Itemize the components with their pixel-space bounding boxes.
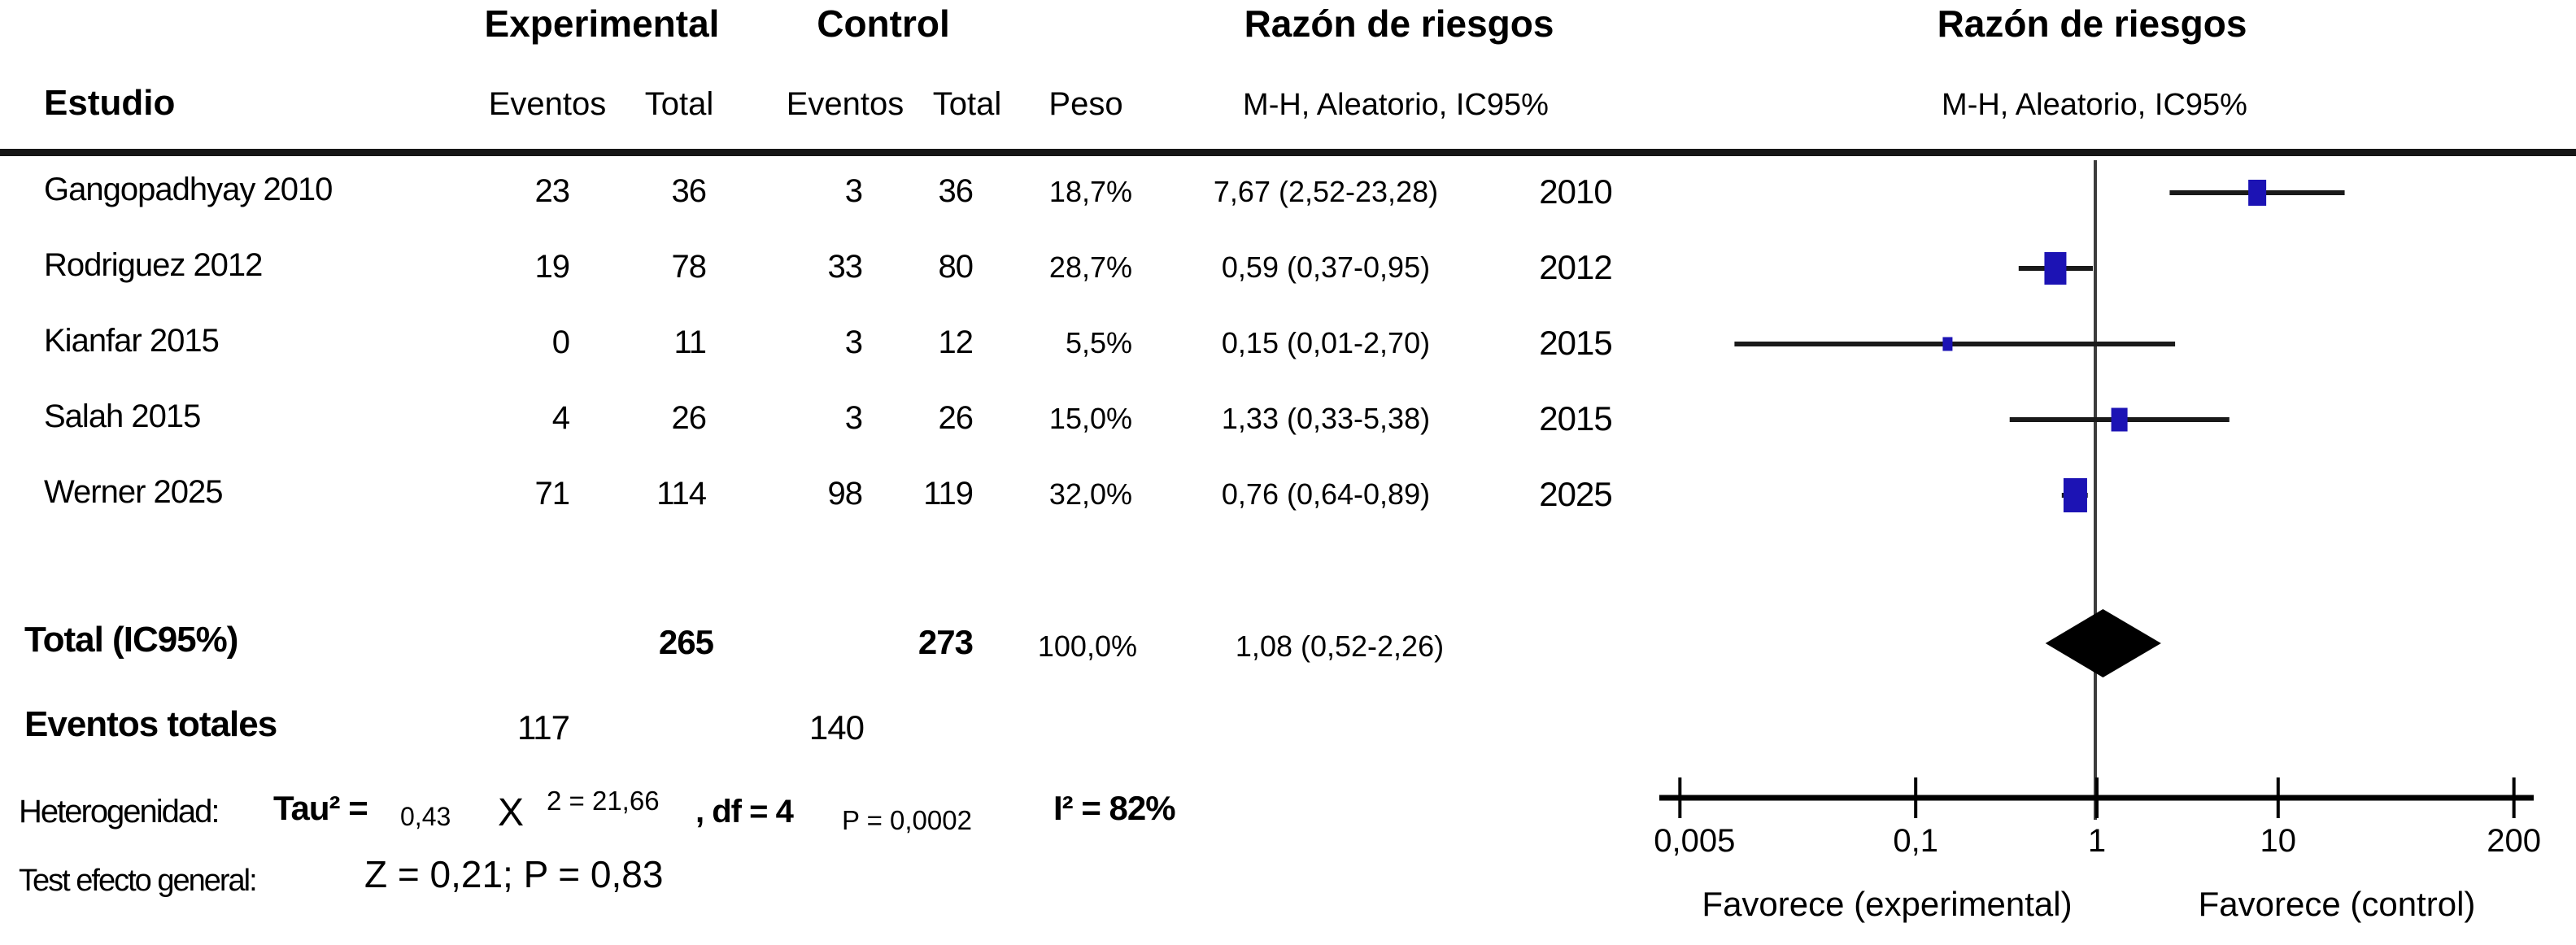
ctrl-total-cell: 36 <box>938 173 974 209</box>
year-cell: 2025 <box>1539 475 1612 513</box>
exp-total-cell: 11 <box>673 324 707 360</box>
column-header-study: Estudio <box>44 83 176 123</box>
ctrl-events-cell: 3 <box>844 400 863 436</box>
rr-ci-cell: 7,67 (2,52-23,28) <box>1213 175 1439 208</box>
rr-ci-cell: 1,33 (0,33-5,38) <box>1221 402 1431 435</box>
ctrl-events-cell: 3 <box>844 173 863 209</box>
weight-cell: 15,0% <box>1048 402 1132 435</box>
column-header-experimental: Experimental <box>484 2 720 45</box>
ctrl-events-cell: 3 <box>844 324 863 360</box>
total-ctrl-total: 273 <box>918 623 974 661</box>
study-name: Werner 2025 <box>44 474 224 510</box>
header-divider <box>0 149 2576 156</box>
x-axis-tick-label: 200 <box>2487 823 2542 859</box>
exp-events-cell: 23 <box>534 173 571 209</box>
ctrl-events-cell: 98 <box>827 476 864 512</box>
exp-total-cell: 78 <box>671 249 708 285</box>
ctrl-total-cell: 26 <box>938 400 974 436</box>
exp-total-cell: 36 <box>671 173 708 209</box>
exp-events-cell: 19 <box>534 249 571 285</box>
study-name: Gangopadhyay 2010 <box>44 172 333 207</box>
rr-ci-cell: 0,76 (0,64-0,89) <box>1221 477 1431 511</box>
column-header-ctrl-events: Eventos <box>786 86 904 122</box>
column-header-risk-ratio-plot: Razón de riesgos <box>1937 2 2247 45</box>
ctrl-events-cell: 33 <box>827 249 864 285</box>
year-cell: 2015 <box>1539 399 1612 438</box>
point-estimate-marker <box>1942 337 1953 351</box>
x-axis-tick-label: 0,1 <box>1893 823 1938 859</box>
total-exp-events: 117 <box>517 708 570 747</box>
pooled-diamond <box>2045 609 2161 677</box>
column-header-exp-events: Eventos <box>488 86 607 122</box>
heterogeneity-label: Heterogenidad: <box>19 794 220 830</box>
weight-cell: 32,0% <box>1048 477 1132 511</box>
x-axis-tick-label: 10 <box>2260 823 2297 859</box>
rr-ci-cell: 0,15 (0,01-2,70) <box>1221 326 1431 359</box>
overall-test-label: Test efecto general: <box>19 864 258 898</box>
subheader-mh-method-plot: M-H, Aleatorio, IC95% <box>1942 88 2247 122</box>
column-header-weight: Peso <box>1048 86 1123 122</box>
point-estimate-marker <box>2248 180 2267 206</box>
study-name: Kianfar 2015 <box>44 323 220 359</box>
total-weight: 100,0% <box>1037 629 1137 663</box>
study-name: Rodriguez 2012 <box>44 247 263 283</box>
exp-events-cell: 0 <box>551 324 570 360</box>
exp-events-cell: 4 <box>551 400 570 436</box>
weight-cell: 5,5% <box>1065 326 1132 359</box>
ctrl-total-cell: 119 <box>923 476 974 512</box>
total-rr-ci: 1,08 (0,52-2,26) <box>1235 629 1445 663</box>
study-name: Salah 2015 <box>44 398 201 434</box>
heterogeneity-i2: I² = 82% <box>1053 789 1176 827</box>
exp-events-cell: 71 <box>534 476 571 512</box>
year-cell: 2012 <box>1539 248 1612 286</box>
heterogeneity-chi-value: 2 = 21,66 <box>547 786 660 816</box>
column-header-risk-ratio-text: Razón de riesgos <box>1244 2 1554 45</box>
x-axis-tick-label: 0,005 <box>1654 823 1736 859</box>
column-header-ctrl-total: Total <box>932 86 1002 122</box>
ctrl-total-cell: 12 <box>938 324 974 360</box>
heterogeneity-chi-symbol: X <box>498 791 525 834</box>
heterogeneity-tau-value: 0,43 <box>400 802 451 831</box>
rr-ci-cell: 0,59 (0,37-0,95) <box>1221 250 1431 284</box>
point-estimate-marker <box>2063 478 2087 512</box>
overall-test-value: Z = 0,21; P = 0,83 <box>364 853 664 895</box>
weight-cell: 28,7% <box>1048 250 1132 284</box>
heterogeneity-p-value: P = 0,0002 <box>842 805 972 835</box>
ctrl-total-cell: 80 <box>938 249 974 285</box>
heterogeneity-tau-label: Tau² = <box>273 789 368 827</box>
column-header-exp-total: Total <box>644 86 714 122</box>
heterogeneity-df: , df = 4 <box>695 794 794 830</box>
favors-experimental-label: Favorece (experimental) <box>1702 885 2073 923</box>
year-cell: 2015 <box>1539 324 1612 362</box>
exp-total-cell: 114 <box>656 476 707 512</box>
year-cell: 2010 <box>1539 172 1612 211</box>
total-ctrl-events: 140 <box>809 708 865 747</box>
subheader-mh-method-text: M-H, Aleatorio, IC95% <box>1243 88 1549 122</box>
total-events-label: Eventos totales <box>24 704 277 744</box>
point-estimate-marker <box>2111 407 2128 432</box>
point-estimate-marker <box>2044 252 2067 285</box>
column-header-control: Control <box>817 2 950 45</box>
favors-control-label: Favorece (control) <box>2198 885 2476 923</box>
exp-total-cell: 26 <box>671 400 708 436</box>
x-axis-tick-label: 1 <box>2087 823 2107 859</box>
total-exp-total: 265 <box>658 623 714 661</box>
weight-cell: 18,7% <box>1048 175 1132 208</box>
total-row-label: Total (IC95%) <box>24 620 238 660</box>
